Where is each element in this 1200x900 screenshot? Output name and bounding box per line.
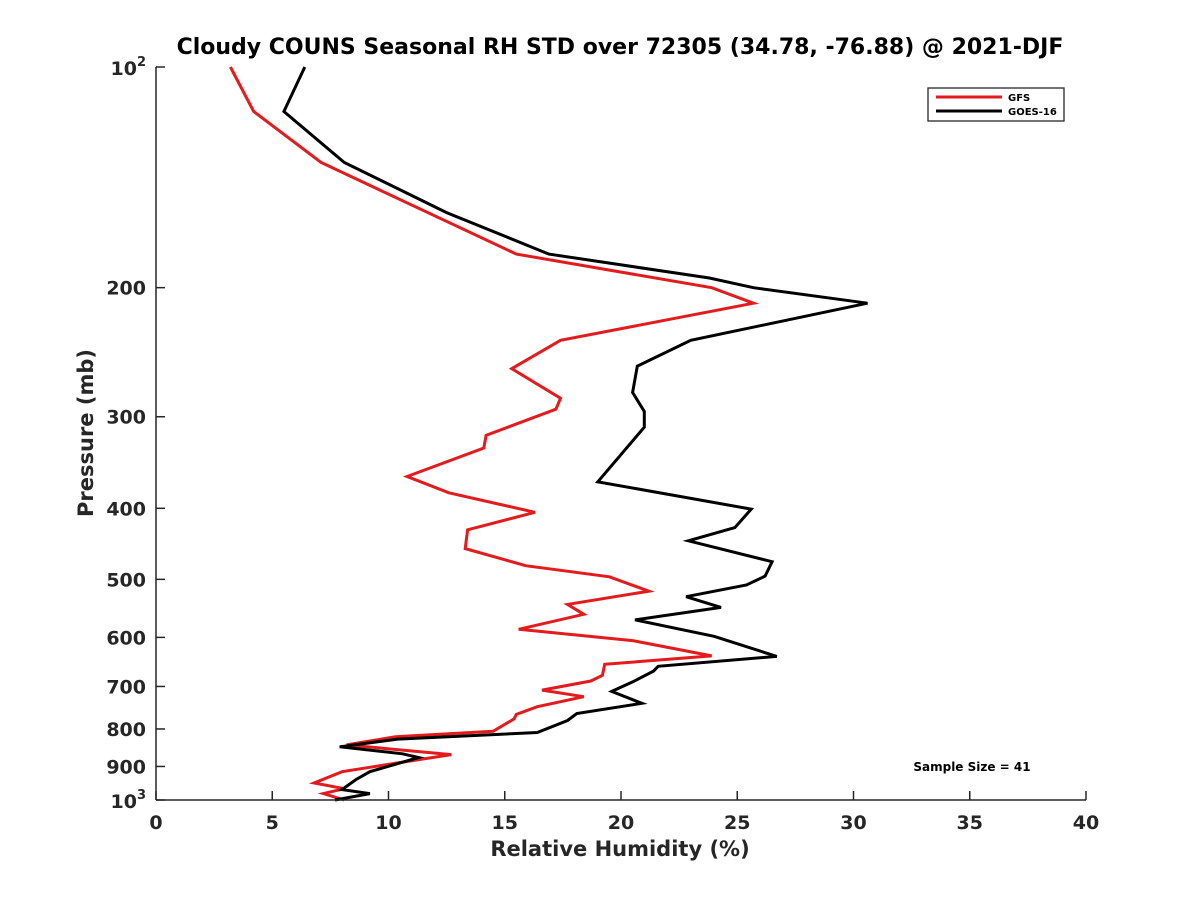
y-tick-label: 200 [106, 278, 146, 300]
x-tick-label: 10 [375, 812, 401, 834]
y-tick-base: 10 [111, 58, 137, 80]
tick-layer: 0 5 10 15 20 25 30 35 40 200 300 400 500 600 700 800 900… [106, 55, 1099, 834]
x-tick-label: 0 [149, 812, 162, 834]
y-tick-exponent: 2 [137, 55, 146, 70]
y-tick-label: 600 [106, 627, 146, 649]
y-tick-label: 500 [106, 569, 146, 591]
y-tick-base: 10 [111, 791, 137, 813]
sample-size-annotation: Sample Size = 41 [913, 760, 1030, 774]
y-tick-label-top: 102 [111, 55, 147, 80]
x-tick-label: 30 [840, 812, 866, 834]
plot-area [156, 67, 1086, 800]
legend-label-goes-16: GOES-16 [1008, 107, 1057, 118]
y-tick-label: 700 [106, 676, 146, 698]
y-tick-label: 800 [106, 719, 146, 741]
x-tick-label: 20 [608, 812, 634, 834]
legend-box [927, 87, 1065, 122]
y-tick-label: 900 [106, 756, 146, 778]
legend-label-gfs: GFS [1008, 93, 1030, 104]
y-tick-label: 400 [106, 498, 146, 520]
legend: GFS GOES-16 [927, 87, 1065, 122]
x-tick-label: 40 [1073, 812, 1099, 834]
x-tick-label: 25 [724, 812, 750, 834]
y-tick-label: 300 [106, 407, 146, 429]
x-tick-label: 5 [266, 812, 279, 834]
y-tick-label-bottom: 103 [111, 788, 147, 813]
chart-title: Cloudy COUNS Seasonal RH STD over 72305 … [177, 35, 1064, 60]
x-axis-label: Relative Humidity (%) [490, 837, 749, 861]
y-axis-label: Pressure (mb) [74, 349, 98, 517]
y-tick-exponent: 3 [137, 788, 146, 803]
x-tick-label: 35 [957, 812, 983, 834]
series-line-goes-16 [282, 66, 868, 802]
series-layer [229, 66, 868, 802]
x-tick-label: 15 [492, 812, 518, 834]
